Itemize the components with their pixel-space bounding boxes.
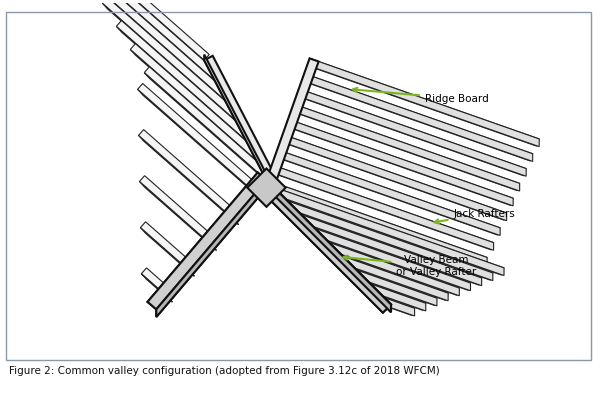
Polygon shape bbox=[140, 222, 194, 270]
Polygon shape bbox=[274, 187, 504, 276]
Polygon shape bbox=[88, 0, 230, 106]
Text: Ridge Board: Ridge Board bbox=[353, 88, 488, 104]
Polygon shape bbox=[247, 168, 286, 207]
Polygon shape bbox=[302, 74, 533, 161]
Polygon shape bbox=[61, 0, 209, 60]
Polygon shape bbox=[137, 89, 260, 199]
Polygon shape bbox=[140, 176, 217, 245]
Polygon shape bbox=[310, 58, 539, 147]
Polygon shape bbox=[157, 180, 266, 317]
Polygon shape bbox=[266, 180, 391, 312]
Polygon shape bbox=[266, 180, 391, 312]
Polygon shape bbox=[142, 274, 172, 302]
Polygon shape bbox=[286, 119, 513, 206]
Polygon shape bbox=[74, 0, 220, 86]
Text: Valley Beam
or Valley Rafter: Valley Beam or Valley Rafter bbox=[343, 256, 476, 277]
Polygon shape bbox=[313, 228, 470, 290]
Polygon shape bbox=[299, 214, 482, 285]
Polygon shape bbox=[74, 0, 220, 80]
Polygon shape bbox=[264, 180, 487, 265]
Polygon shape bbox=[296, 89, 526, 176]
Polygon shape bbox=[356, 270, 437, 306]
Polygon shape bbox=[287, 201, 493, 281]
Polygon shape bbox=[329, 242, 460, 296]
Polygon shape bbox=[384, 298, 415, 316]
Polygon shape bbox=[142, 268, 172, 296]
Polygon shape bbox=[299, 89, 526, 176]
Polygon shape bbox=[340, 256, 448, 300]
Polygon shape bbox=[280, 134, 506, 220]
Polygon shape bbox=[204, 56, 275, 180]
Polygon shape bbox=[284, 201, 493, 280]
Polygon shape bbox=[370, 284, 426, 311]
Polygon shape bbox=[288, 119, 513, 206]
Polygon shape bbox=[307, 58, 539, 146]
Polygon shape bbox=[88, 0, 230, 100]
Polygon shape bbox=[304, 74, 533, 162]
Polygon shape bbox=[145, 67, 272, 180]
Polygon shape bbox=[148, 172, 266, 309]
Polygon shape bbox=[61, 0, 209, 66]
Polygon shape bbox=[204, 54, 266, 180]
Polygon shape bbox=[139, 130, 238, 219]
Polygon shape bbox=[137, 84, 260, 193]
Polygon shape bbox=[382, 298, 415, 316]
Text: Figure 2: Common valley configuration (adopted from Figure 3.12c of 2018 WFCM): Figure 2: Common valley configuration (a… bbox=[9, 366, 440, 376]
Polygon shape bbox=[271, 187, 504, 275]
Polygon shape bbox=[269, 165, 494, 250]
Polygon shape bbox=[103, 0, 241, 120]
Polygon shape bbox=[130, 44, 261, 160]
Polygon shape bbox=[354, 270, 437, 306]
Polygon shape bbox=[266, 58, 319, 183]
Polygon shape bbox=[275, 150, 500, 235]
Polygon shape bbox=[145, 72, 272, 186]
Polygon shape bbox=[130, 49, 261, 166]
Polygon shape bbox=[259, 180, 391, 313]
Text: Jack Rafters: Jack Rafters bbox=[434, 208, 515, 224]
Polygon shape bbox=[266, 180, 487, 265]
Polygon shape bbox=[103, 3, 241, 126]
Polygon shape bbox=[283, 134, 506, 221]
Polygon shape bbox=[326, 242, 460, 295]
Polygon shape bbox=[140, 228, 194, 276]
Polygon shape bbox=[301, 214, 482, 286]
Polygon shape bbox=[277, 150, 500, 236]
Polygon shape bbox=[315, 228, 470, 291]
Polygon shape bbox=[139, 135, 238, 224]
Polygon shape bbox=[116, 26, 251, 146]
Polygon shape bbox=[259, 180, 391, 313]
Polygon shape bbox=[272, 165, 494, 250]
Polygon shape bbox=[157, 180, 266, 317]
Polygon shape bbox=[291, 104, 520, 190]
Polygon shape bbox=[148, 172, 266, 309]
Polygon shape bbox=[293, 104, 520, 191]
Polygon shape bbox=[140, 182, 217, 250]
Polygon shape bbox=[343, 256, 448, 301]
Polygon shape bbox=[116, 20, 251, 140]
Polygon shape bbox=[368, 284, 426, 310]
